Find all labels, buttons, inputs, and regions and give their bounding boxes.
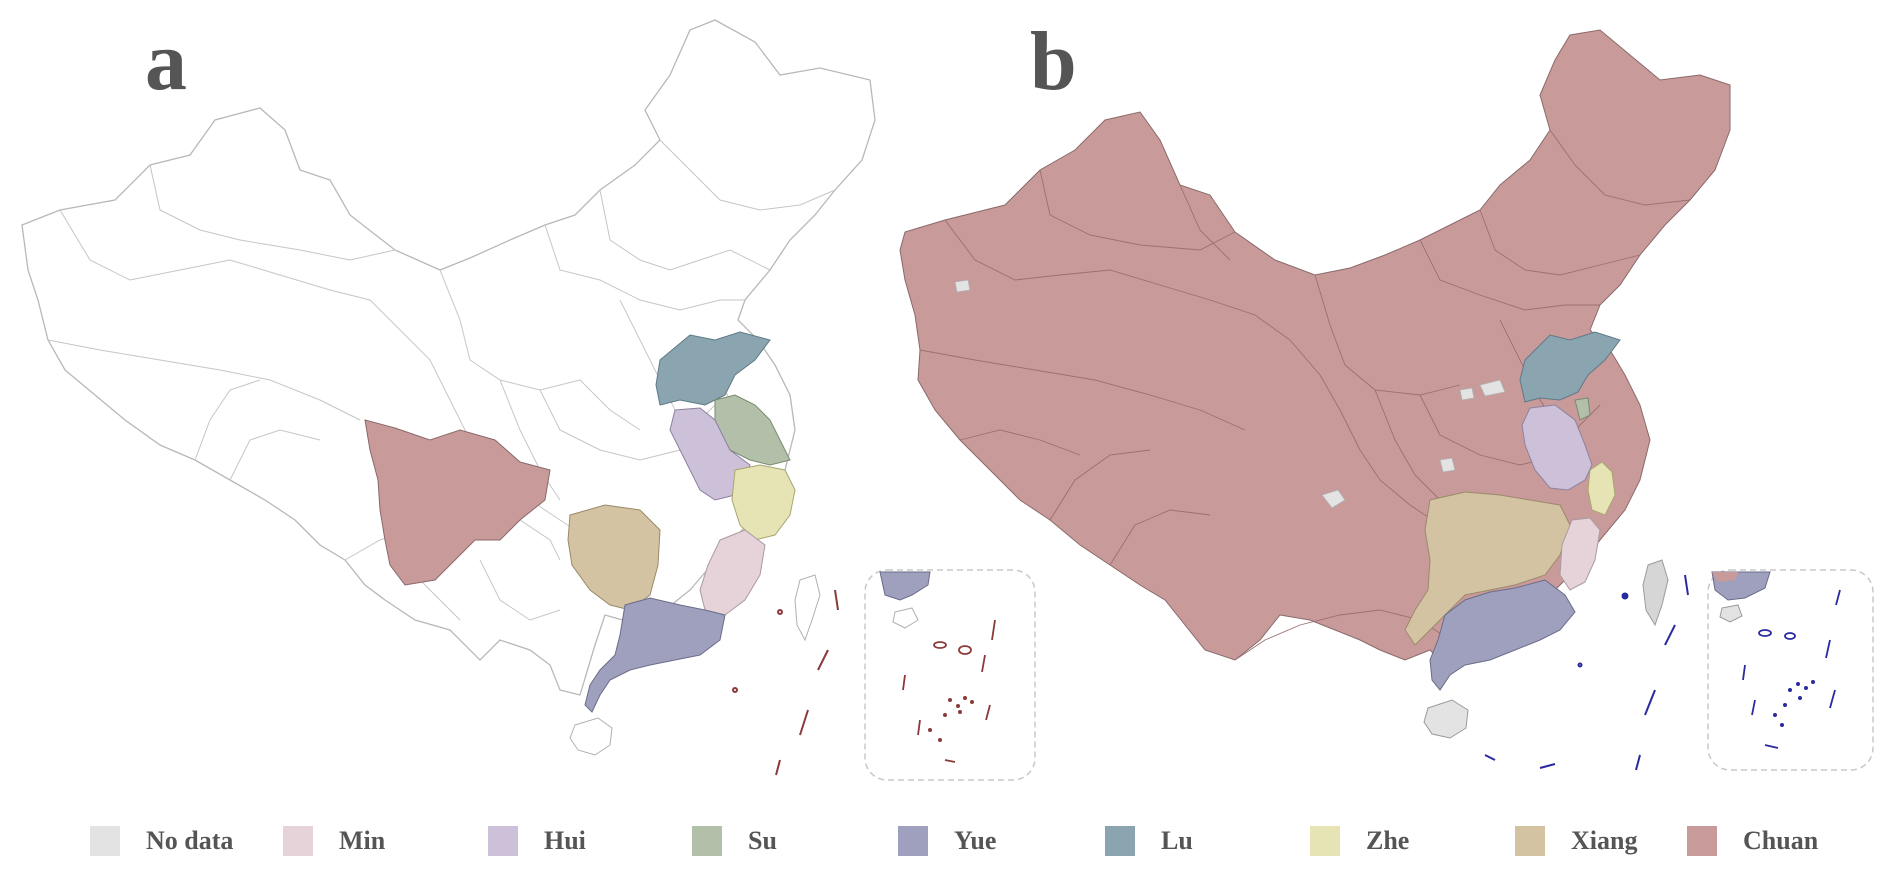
region-xiang-b [1404, 491, 1571, 646]
inset-frame-b [1707, 569, 1874, 771]
region-su-b [1574, 397, 1591, 421]
legend-label-yue: Yue [954, 826, 997, 855]
legend-label-min: Min [339, 826, 386, 855]
region-chuan-a [364, 419, 551, 586]
region-zhe-b [1587, 461, 1616, 516]
map-canvas [21, 19, 1874, 781]
hainan-b [1423, 699, 1469, 739]
region-lu-a [655, 331, 771, 406]
legend-label-chuan: Chuan [1743, 826, 1819, 855]
taiwan-a [794, 574, 821, 642]
hainan-a [569, 717, 613, 756]
legend-label-zhe: Zhe [1366, 826, 1410, 855]
legend-swatch-yue [898, 826, 928, 856]
inset-content-a [879, 571, 996, 763]
legend-swatch-zhe [1310, 826, 1340, 856]
region-hui-b [1521, 404, 1593, 491]
legend-label-no-data: No data [146, 826, 234, 855]
legend-item-lu: Lu [1105, 826, 1193, 856]
province-borders-a [47, 139, 836, 621]
region-min-b [1559, 517, 1601, 591]
legend-swatch-chuan [1687, 826, 1717, 856]
legend-label-xiang: Xiang [1571, 826, 1638, 855]
inset-content-b [1711, 571, 1841, 749]
legend-swatch-min [283, 826, 313, 856]
legend-item-su: Su [692, 826, 777, 856]
legend-swatch-no-data [90, 826, 120, 856]
region-yue-a [584, 597, 726, 713]
legend-label-hui: Hui [544, 826, 586, 855]
panel-label-b: b [1030, 15, 1077, 108]
legend-swatch-su [692, 826, 722, 856]
map-panel-b [899, 29, 1874, 771]
region-yue-b [1429, 579, 1576, 691]
region-lu-b [1519, 331, 1621, 403]
map-panel-a [21, 19, 1036, 781]
legend-swatch-xiang [1515, 826, 1545, 856]
legend-label-lu: Lu [1161, 826, 1193, 855]
legend-swatch-hui [488, 826, 518, 856]
legend-item-hui: Hui [488, 826, 586, 856]
region-zhe-a [731, 464, 796, 541]
legend-item-min: Min [283, 826, 385, 856]
legend-swatch-lu [1105, 826, 1135, 856]
legend-item-no-data: No data [90, 826, 233, 856]
legend-label-su: Su [748, 826, 777, 855]
legend-item-xiang: Xiang [1515, 826, 1637, 856]
legend-item-zhe: Zhe [1310, 826, 1409, 856]
inset-frame-a [864, 569, 1036, 781]
legend: No data Min Hui Su Yue Lu Zhe Xiang Chua… [0, 812, 1901, 872]
taiwan-b [1642, 559, 1669, 627]
panel-label-a: a [145, 15, 187, 108]
no-data-b [954, 279, 1506, 509]
legend-item-yue: Yue [898, 826, 996, 856]
legend-item-chuan: Chuan [1687, 826, 1818, 856]
islands-b [1484, 574, 1689, 771]
islands-a [732, 589, 839, 776]
region-min-a [699, 529, 766, 616]
